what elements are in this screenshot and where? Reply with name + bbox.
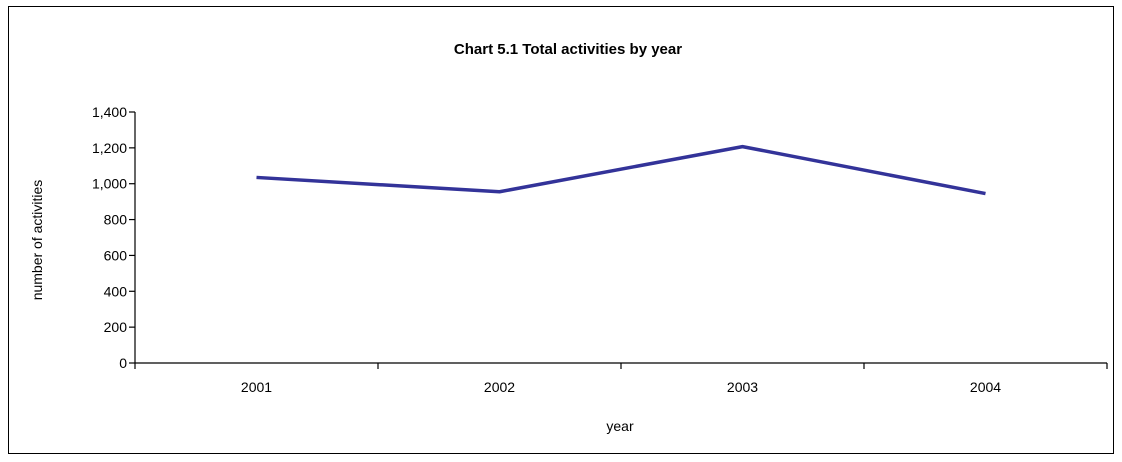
series-area: [256, 144, 986, 196]
y-tick-label: 800: [104, 212, 128, 228]
x-tick-label: 2002: [484, 379, 515, 395]
y-tick-label: 400: [104, 283, 128, 299]
x-tick-label: 2004: [970, 379, 1001, 395]
chart-title: Chart 5.1 Total activities by year: [454, 41, 682, 58]
y-tick-label: 0: [119, 355, 127, 371]
y-axis: 0 200 400 600 800 1,000 1,200 1,400: [92, 104, 136, 371]
x-tick-label: 2003: [727, 379, 758, 395]
chart-frame: [8, 6, 1114, 454]
y-tick-label: 1,400: [92, 104, 127, 120]
y-tick-label: 200: [104, 319, 128, 335]
x-tick-label: 2001: [241, 379, 272, 395]
y-tick-label: 600: [104, 247, 128, 263]
series-line: [256, 144, 986, 196]
y-tick-label: 1,200: [92, 140, 127, 156]
y-axis-label: number of activities: [29, 180, 45, 301]
y-tick-label: 1,000: [92, 176, 127, 192]
x-axis: 2001 2002 2003 2004: [134, 362, 1108, 395]
x-axis-label: year: [606, 418, 634, 434]
